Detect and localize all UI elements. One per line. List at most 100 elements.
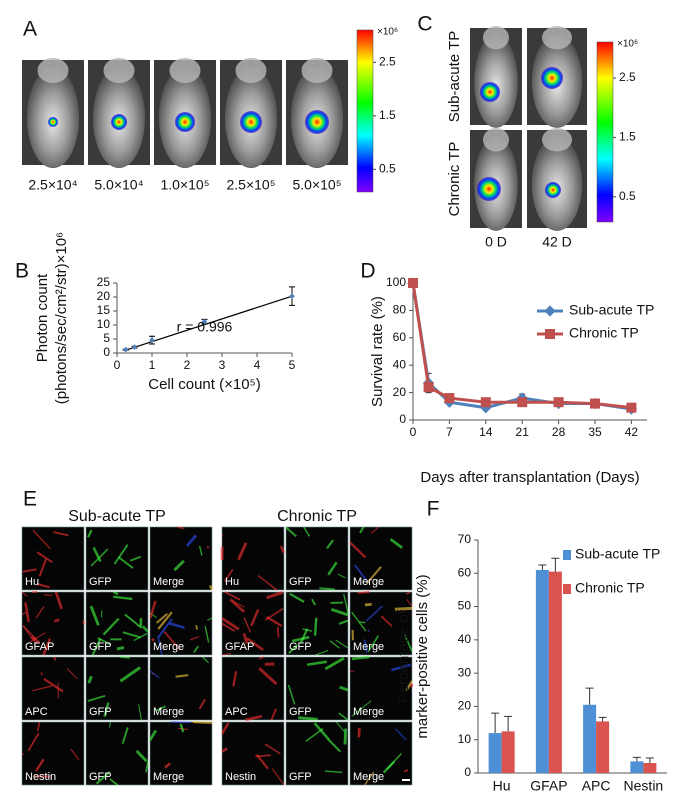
stain-texture [193, 645, 200, 654]
stain-texture [303, 526, 311, 537]
stain-texture [363, 639, 368, 653]
x-tick-label: 35 [588, 425, 602, 439]
stain-texture [22, 625, 37, 641]
stain-texture [406, 599, 413, 607]
stain-texture [351, 611, 367, 632]
stain-texture [302, 628, 313, 632]
signal-spot [477, 177, 501, 201]
data-point [590, 398, 600, 409]
stain-texture [338, 619, 349, 625]
stain-texture [330, 607, 349, 617]
y-tick-label: 20 [458, 699, 472, 713]
x-tick-label: Nestin [624, 778, 664, 794]
stain-texture [406, 591, 411, 595]
tile-label: Merge [153, 706, 184, 718]
x-tick-label: Hu [493, 778, 511, 794]
stain-texture [327, 561, 338, 576]
stain-texture [237, 542, 248, 561]
row-label: Sub-acute TP [446, 31, 463, 122]
stain-texture [335, 721, 345, 732]
stain-texture [109, 721, 111, 728]
x-tick-label: 0 [410, 425, 417, 439]
bar [583, 704, 597, 773]
y-tick-label: 10 [458, 732, 472, 746]
stain-texture [351, 655, 370, 661]
stain-texture [175, 674, 189, 678]
error-bar [538, 564, 547, 570]
stain-texture [185, 534, 198, 547]
stain-texture [264, 743, 281, 755]
error-bar [551, 557, 560, 572]
stain-texture [255, 754, 271, 758]
x-tick-label: 4 [254, 358, 261, 372]
stain-texture [21, 752, 25, 756]
stain-texture [357, 591, 370, 594]
bar [630, 761, 644, 773]
stain-texture [42, 638, 52, 656]
stain-texture [313, 617, 318, 636]
tile-label: APC [225, 706, 248, 718]
microscopy-tile [221, 526, 285, 591]
colorbar-tick-label: 0.5 [379, 161, 396, 175]
stain-texture [221, 617, 240, 631]
stain-texture [129, 555, 142, 562]
tile-label: Merge [353, 771, 384, 783]
stain-texture [404, 634, 413, 652]
legend-label: Chronic TP [575, 580, 645, 596]
stain-texture [141, 625, 149, 633]
microscopy-tile [349, 526, 413, 591]
stain-texture [148, 729, 158, 741]
stain-texture [53, 656, 57, 661]
stain-texture [40, 672, 43, 676]
data-point [408, 278, 418, 288]
tile-label: Merge [153, 641, 184, 653]
stain-texture [364, 771, 375, 786]
image-caption: 42 D [542, 234, 572, 250]
tile-label: GFAP [225, 641, 254, 653]
data-point [553, 397, 564, 408]
stain-texture [311, 598, 316, 606]
stain-texture [29, 632, 46, 643]
panel-letter: C [417, 13, 432, 36]
stain-texture [380, 615, 393, 627]
stain-texture [92, 547, 102, 563]
tile-label: GFP [289, 576, 312, 588]
stain-texture [97, 637, 111, 646]
stain-texture [394, 728, 407, 741]
stain-texture [113, 544, 129, 565]
stain-texture [157, 618, 173, 639]
stain-texture [70, 748, 80, 761]
y-tick-label: 20 [97, 289, 111, 303]
data-point [131, 344, 138, 350]
panel-letter: E [23, 488, 37, 511]
image-caption: 2.5×10⁴ [28, 177, 77, 193]
stain-texture [22, 568, 37, 573]
signal-spot [48, 117, 58, 127]
colorbar-tick-label: 1.5 [379, 108, 396, 122]
mouse-head [235, 57, 267, 84]
stain-texture [288, 644, 299, 654]
bar [535, 569, 549, 773]
stain-texture [245, 714, 263, 722]
stain-texture [339, 685, 349, 692]
y-axis-label: Survival rate (%) [369, 296, 386, 407]
stain-texture [343, 728, 348, 745]
y-tick-label: 40 [393, 357, 407, 371]
y-tick-label: 10 [97, 317, 111, 331]
stain-texture [207, 617, 213, 621]
x-tick-label: 21 [516, 425, 530, 439]
stain-texture [149, 600, 157, 619]
stain-texture [257, 574, 278, 591]
stain-texture [22, 625, 37, 645]
mouse-body [474, 34, 518, 128]
tile-label: Nestin [25, 771, 56, 783]
stain-texture [364, 602, 372, 607]
x-tick-label: 3 [219, 358, 226, 372]
stain-texture [102, 617, 120, 636]
y-tick-label: 80 [393, 303, 407, 317]
stain-texture [155, 705, 166, 712]
stain-texture [116, 646, 125, 651]
tile-label: Merge [353, 576, 384, 588]
microscopy-tile [21, 591, 85, 656]
stain-texture [27, 732, 40, 752]
